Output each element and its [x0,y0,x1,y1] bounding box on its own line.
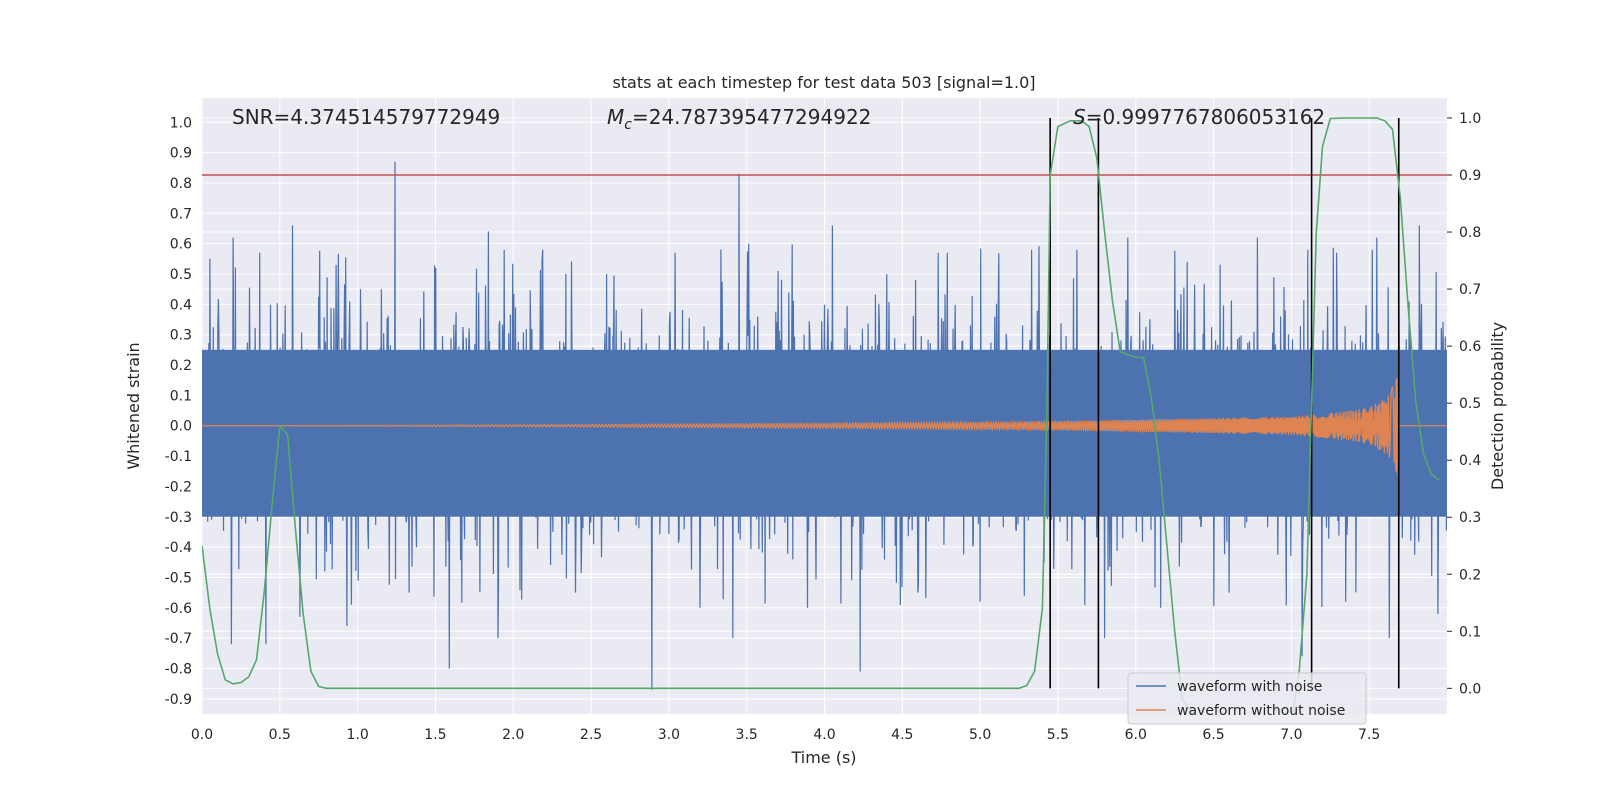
x-tick-labels: 0.0 0.5 1.0 1.5 2.0 2.5 3.0 3.5 4.0 4.5 5.0 5.5 6.0 6… [191,727,1380,743]
left-y-tick-label: 0.9 [170,146,192,162]
left-y-tick-label: 0.7 [170,206,192,222]
left-y-tick-label: -0.9 [165,692,192,708]
annotation-snr: SNR=4.374514579772949 [232,105,500,129]
x-tick-label: 6.0 [1125,727,1147,743]
left-y-tick-label: -0.1 [165,449,192,465]
left-y-tick-label: 1.0 [170,115,192,131]
annotation-score-value: =0.9997767806053162 [1086,105,1325,129]
x-tick-label: 4.5 [891,727,913,743]
left-y-tick-label: 0.5 [170,267,192,283]
x-axis-title: Time (s) [790,748,856,767]
series-detection-probability [202,117,1440,714]
x-tick-label: 5.5 [1047,727,1069,743]
left-y-tick-label: -0.2 [165,479,192,495]
annotation-chirp-mass-symbol: M [607,105,624,129]
x-tick-label: 0.0 [191,727,213,743]
left-y-tick-labels: 1.0 0.9 0.8 0.7 0.6 0.5 0.4 0.3 0.2 0.1 0.0 -0.1 -0.… [165,115,192,708]
left-y-tick-label: 0.1 [170,388,192,404]
left-y-tick-label: -0.5 [165,570,192,586]
right-y-tick-labels: 1.0 0.9 0.8 0.7 0.6 0.5 0.4 0.3 0.2 0.1 0.0 [1447,111,1481,697]
annotation-chirp-mass: Mc=24.787395477294922 [607,105,871,133]
left-y-tick-label: 0.2 [170,358,192,374]
x-tick-label: 7.0 [1280,727,1302,743]
x-tick-label: 0.5 [269,727,291,743]
x-tick-label: 1.0 [346,727,368,743]
right-y-tick-label: 0.7 [1459,282,1481,298]
y-axis-title-right: Detection probability [1488,322,1507,490]
right-y-tick-label: 0.1 [1459,624,1481,640]
left-y-tick-label: 0.3 [170,328,192,344]
annotation-score: S=0.9997767806053162 [1073,105,1325,129]
left-y-tick-label: -0.3 [165,510,192,526]
left-y-tick-label: 0.6 [170,237,192,253]
y-axis-title-left: Whitened strain [124,342,143,469]
x-tick-label: 4.0 [813,727,835,743]
right-y-tick-label: 0.9 [1459,168,1481,184]
left-y-tick-label: 0.4 [170,297,192,313]
x-tick-label: 6.5 [1202,727,1224,743]
legend-label-waveform-without-noise: waveform without noise [1177,703,1345,719]
annotation-chirp-mass-subscript: c [624,117,632,133]
left-y-tick-label: -0.7 [165,631,192,647]
right-y-tick-label: 0.8 [1459,225,1481,241]
right-y-tick-label: 0.3 [1459,510,1481,526]
x-tick-label: 7.5 [1358,727,1380,743]
x-tick-label: 3.0 [658,727,680,743]
annotation-score-symbol: S [1073,105,1086,129]
right-y-tick-label: 1.0 [1459,111,1481,127]
plot-title: stats at each timestep for test data 503… [612,73,1035,92]
left-y-tick-label: -0.8 [165,661,192,677]
legend: waveform with noise waveform without noi… [1127,672,1367,725]
right-y-tick-label: 0.5 [1459,396,1481,412]
x-tick-label: 5.0 [969,727,991,743]
series-waveform-without-noise [202,377,1447,477]
chirp-waveform-line [202,377,1447,477]
right-y-tick-label: 0.6 [1459,339,1481,355]
left-y-tick-label: 0.0 [170,419,192,435]
right-y-tick-label: 0.2 [1459,567,1481,583]
right-y-tick-label: 0.4 [1459,453,1481,469]
legend-box [1127,672,1367,725]
x-tick-label: 3.5 [736,727,758,743]
x-tick-label: 2.5 [580,727,602,743]
x-tick-label: 2.0 [502,727,524,743]
left-y-tick-label: -0.4 [165,540,192,556]
annotation-chirp-mass-value: =24.787395477294922 [632,105,871,129]
legend-label-waveform-with-noise: waveform with noise [1177,679,1322,695]
right-y-tick-label: 0.0 [1459,681,1481,697]
detection-probability-line [202,117,1440,714]
left-y-tick-label: 0.8 [170,176,192,192]
left-y-tick-label: -0.6 [165,601,192,617]
noise-core-band [202,349,1447,517]
series-waveform-with-noise [202,161,1447,690]
x-tick-label: 1.5 [424,727,446,743]
